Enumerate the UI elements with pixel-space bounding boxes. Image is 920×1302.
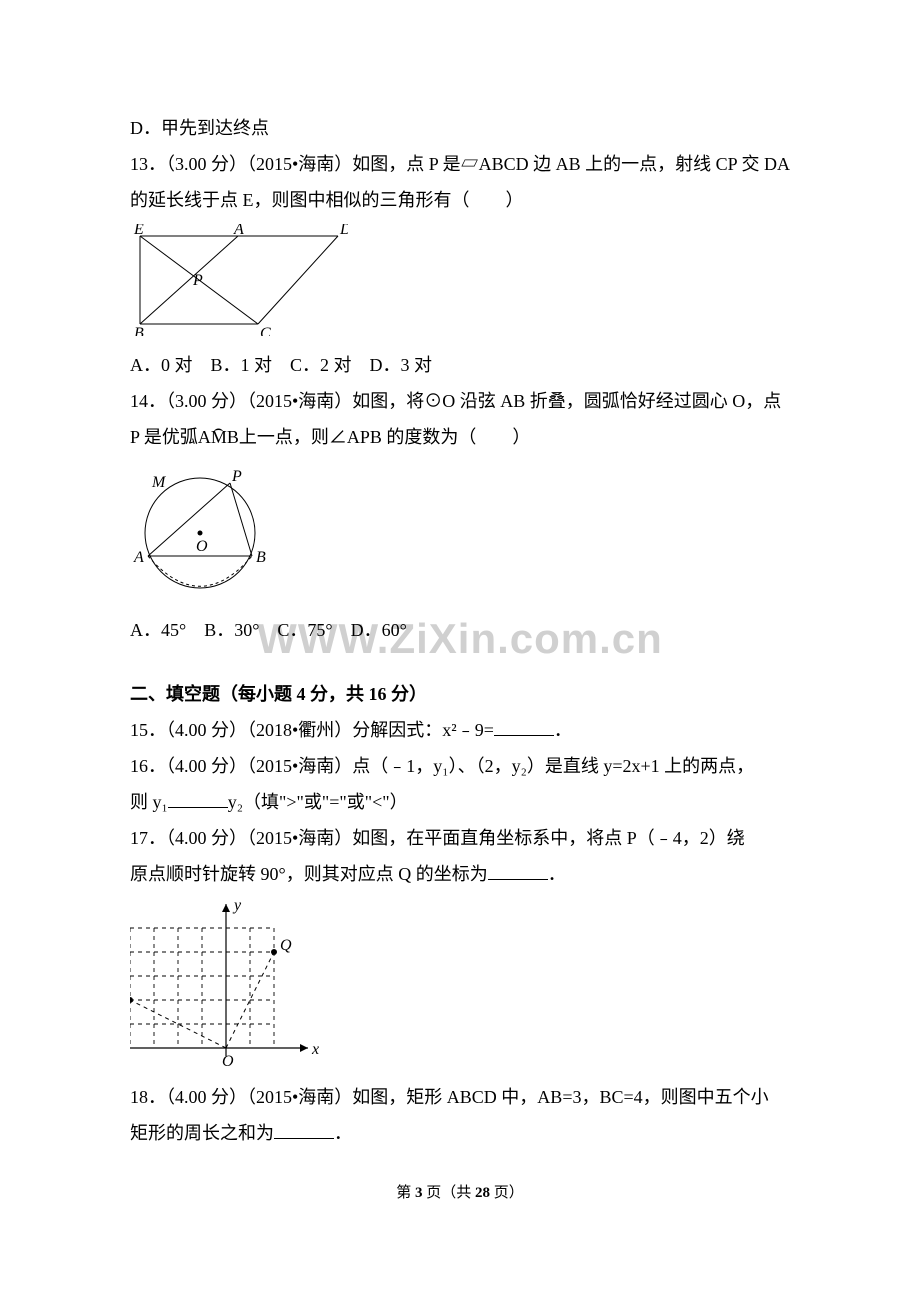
svg-text:O: O (196, 538, 208, 555)
q17-blank (488, 861, 548, 880)
q16-blank (168, 789, 228, 808)
footer-pre: 第 (396, 1185, 415, 1201)
q15-post: ． (554, 720, 572, 740)
q17-line2: 原点顺时针旋转 90°，则其对应点 Q 的坐标为 ． (130, 856, 790, 892)
svg-text:D: D (339, 224, 348, 238)
svg-text:C: C (260, 325, 271, 336)
svg-text:B: B (256, 549, 266, 566)
footer-post: 页） (490, 1185, 524, 1201)
svg-text:y: y (232, 898, 242, 914)
q14-options: A．45° B．30° C．75° D．60° (130, 612, 790, 648)
svg-text:B: B (134, 325, 144, 336)
footer-total: 28 (475, 1185, 490, 1201)
q13-options: A．0 对 B．1 对 C．2 对 D．3 对 (130, 347, 790, 383)
svg-text:A: A (233, 224, 244, 238)
q15-blank (494, 717, 554, 736)
q12-option-d: D．甲先到达终点 (130, 110, 790, 146)
q17-line2-post: ． (548, 864, 566, 884)
svg-text:M: M (151, 474, 167, 491)
q18-line1: 18．（4.00 分）（2015•海南）如图，矩形 ABCD 中，AB=3，BC… (130, 1079, 790, 1115)
svg-text:O: O (222, 1053, 234, 1068)
svg-text:P: P (231, 468, 242, 485)
q18-line2: 矩形的周长之和为 ． (130, 1115, 790, 1151)
q18-blank (274, 1120, 334, 1139)
q16-line2: 则 y₁ y₂（填">"或"="或"<"） (130, 784, 790, 820)
q15-pre: 15．（4.00 分）（2018•衢州）分解因式：x²﹣9= (130, 720, 494, 740)
page-footer: 第 3 页（共 28 页） (130, 1181, 790, 1202)
q17-figure: PQOxy (130, 898, 790, 1073)
q17-line1: 17．（4.00 分）（2015•海南）如图，在平面直角坐标系中，将点 P（﹣4… (130, 820, 790, 856)
svg-text:E: E (133, 224, 144, 238)
q14-figure: A B P M O (130, 461, 790, 606)
q13-figure: E A D B C P (130, 224, 790, 341)
q17-line2-pre: 原点顺时针旋转 90°，则其对应点 Q 的坐标为 (130, 864, 488, 884)
svg-text:P: P (192, 272, 203, 289)
q14-stem: 14．（3.00 分）（2015•海南）如图，将⊙O 沿弦 AB 折叠，圆弧恰好… (130, 383, 790, 455)
q15: 15．（4.00 分）（2018•衢州）分解因式：x²﹣9= ． (130, 712, 790, 748)
q16-line1: 16．（4.00 分）（2015•海南）点（﹣1，y₁）、（2，y₂）是直线 y… (130, 748, 790, 784)
q18-line2-post: ． (334, 1123, 352, 1143)
svg-text:Q: Q (280, 937, 292, 954)
section2-heading: 二、填空题（每小题 4 分，共 16 分） (130, 676, 790, 712)
q14-stem-b: 上一点，则∠APB 的度数为（ ） (239, 427, 531, 447)
footer-mid: 页（共 (422, 1185, 475, 1201)
q16-line2-pre: 则 y₁ (130, 792, 168, 812)
q13-stem: 13．（3.00 分）（2015•海南）如图，点 P 是▱ABCD 边 AB 上… (130, 146, 790, 218)
q18-line2-pre: 矩形的周长之和为 (130, 1123, 274, 1143)
svg-text:x: x (311, 1041, 319, 1058)
svg-text:A: A (133, 549, 144, 566)
q16-line2-post: y₂（填">"或"="或"<"） (228, 792, 408, 812)
